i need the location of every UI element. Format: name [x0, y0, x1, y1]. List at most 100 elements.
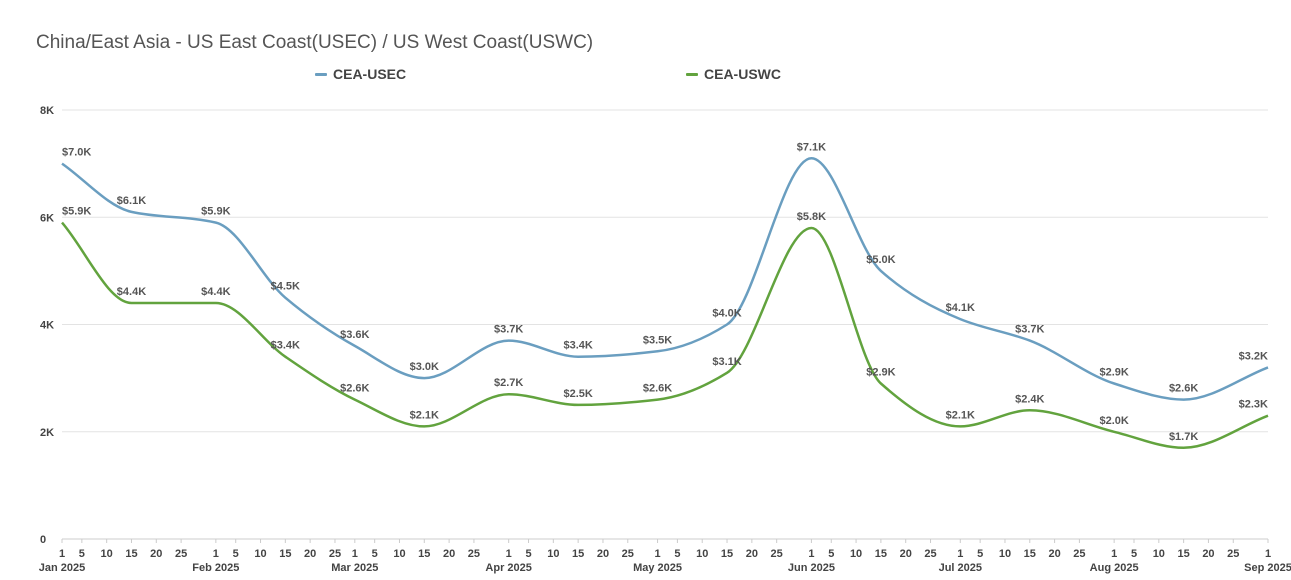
- x-day-tick-label: 5: [1131, 548, 1137, 560]
- legend: CEA-USEC CEA-USWC: [0, 66, 1291, 86]
- data-label-cea-uswc: $2.1K: [946, 409, 975, 421]
- x-day-tick-label: 5: [79, 548, 85, 560]
- x-day-tick-label: 20: [746, 548, 758, 560]
- data-label-cea-uswc: $2.1K: [410, 409, 439, 421]
- y-tick-label: 4K: [40, 320, 54, 332]
- y-tick-label: 0: [40, 534, 46, 546]
- x-day-tick-label: 1: [1265, 548, 1271, 560]
- x-day-tick-label: 10: [547, 548, 559, 560]
- data-label-cea-uswc: $3.1K: [712, 356, 741, 368]
- x-day-tick-label: 10: [254, 548, 266, 560]
- data-label-cea-uswc: $4.4K: [201, 286, 230, 298]
- x-day-tick-label: 5: [674, 548, 680, 560]
- x-day-tick-label: 15: [1024, 548, 1036, 560]
- data-label-cea-usec: $3.7K: [494, 324, 523, 336]
- series-line-cea-usec: [61, 157, 1269, 401]
- x-day-tick-label: 25: [1227, 548, 1239, 560]
- legend-label-cea-usec: CEA-USEC: [333, 66, 407, 82]
- x-day-tick-label: 10: [850, 548, 862, 560]
- x-month-label: May 2025: [633, 562, 682, 574]
- x-day-tick-label: 15: [125, 548, 137, 560]
- x-day-tick-label: 10: [999, 548, 1011, 560]
- x-month-label: Jan 2025: [39, 562, 85, 574]
- data-label-cea-uswc: $2.7K: [494, 377, 523, 389]
- data-label-cea-uswc: $2.6K: [340, 383, 369, 395]
- x-day-tick-label: 5: [828, 548, 834, 560]
- data-label-cea-usec: $3.2K: [1239, 350, 1268, 362]
- data-label-cea-usec: $7.0K: [62, 147, 91, 159]
- x-day-tick-label: 25: [175, 548, 187, 560]
- data-label-cea-usec: $4.0K: [712, 308, 741, 320]
- legend-item-cea-usec[interactable]: CEA-USEC: [315, 66, 406, 82]
- legend-swatch-cea-usec: [315, 72, 327, 76]
- y-tick-label: 2K: [40, 427, 54, 439]
- x-day-tick-label: 1: [213, 548, 219, 560]
- data-label-cea-usec: $2.6K: [1169, 383, 1198, 395]
- x-day-tick-label: 1: [59, 548, 65, 560]
- x-day-tick-label: 25: [771, 548, 783, 560]
- x-day-tick-label: 5: [525, 548, 531, 560]
- x-day-tick-label: 15: [572, 548, 584, 560]
- x-month-label: Mar 2025: [331, 562, 378, 574]
- x-day-tick-label: 25: [622, 548, 634, 560]
- series-line-cea-uswc: [61, 221, 1269, 450]
- x-month-label: Jul 2025: [939, 562, 982, 574]
- x-day-tick-label: 10: [1153, 548, 1165, 560]
- data-label-cea-usec: $4.1K: [946, 302, 975, 314]
- data-label-cea-uswc: $5.9K: [62, 206, 91, 218]
- x-day-tick-label: 20: [900, 548, 912, 560]
- x-day-tick-label: 20: [1202, 548, 1214, 560]
- x-day-tick-label: 1: [957, 548, 963, 560]
- x-day-tick-label: 15: [1178, 548, 1190, 560]
- data-label-cea-usec: $5.9K: [201, 206, 230, 218]
- x-day-tick-label: 20: [1048, 548, 1060, 560]
- x-month-label: Feb 2025: [192, 562, 239, 574]
- x-day-tick-label: 20: [597, 548, 609, 560]
- data-label-cea-uswc: $2.5K: [563, 388, 592, 400]
- data-label-cea-usec: $7.1K: [797, 141, 826, 153]
- x-day-tick-label: 25: [924, 548, 936, 560]
- x-day-tick-label: 20: [304, 548, 316, 560]
- x-day-tick-label: 10: [101, 548, 113, 560]
- data-label-cea-uswc: $2.0K: [1099, 415, 1128, 427]
- x-month-label: Apr 2025: [485, 562, 531, 574]
- data-label-cea-usec: $6.1K: [117, 195, 146, 207]
- data-label-cea-uswc: $2.4K: [1015, 393, 1044, 405]
- legend-item-cea-uswc[interactable]: CEA-USWC: [686, 66, 781, 82]
- data-label-cea-usec: $3.5K: [643, 334, 672, 346]
- x-day-tick-label: 25: [468, 548, 480, 560]
- data-label-cea-usec: $3.6K: [340, 329, 369, 341]
- x-day-tick-label: 5: [372, 548, 378, 560]
- data-label-cea-usec: $4.5K: [271, 281, 300, 293]
- data-label-cea-usec: $5.0K: [866, 254, 895, 266]
- data-label-cea-uswc: $3.4K: [271, 340, 300, 352]
- x-day-tick-label: 1: [654, 548, 660, 560]
- data-label-cea-uswc: $1.7K: [1169, 431, 1198, 443]
- data-label-cea-usec: $3.7K: [1015, 324, 1044, 336]
- x-day-tick-label: 1: [1111, 548, 1117, 560]
- x-day-tick-label: 25: [329, 548, 341, 560]
- x-day-tick-label: 15: [279, 548, 291, 560]
- data-label-cea-uswc: $2.6K: [643, 383, 672, 395]
- x-month-label: Sep 2025: [1244, 562, 1291, 574]
- data-label-cea-uswc: $2.3K: [1239, 399, 1268, 411]
- x-day-tick-label: 1: [808, 548, 814, 560]
- x-day-tick-label: 15: [721, 548, 733, 560]
- x-day-tick-label: 10: [696, 548, 708, 560]
- x-day-tick-label: 5: [977, 548, 983, 560]
- x-day-tick-label: 5: [233, 548, 239, 560]
- data-label-cea-usec: $3.4K: [563, 340, 592, 352]
- data-label-cea-usec: $2.9K: [1099, 366, 1128, 378]
- x-day-tick-label: 10: [393, 548, 405, 560]
- x-day-tick-label: 20: [150, 548, 162, 560]
- x-day-tick-label: 1: [506, 548, 512, 560]
- legend-swatch-cea-uswc: [686, 72, 698, 76]
- data-label-cea-uswc: $4.4K: [117, 286, 146, 298]
- data-label-cea-usec: $3.0K: [410, 361, 439, 373]
- x-day-tick-label: 20: [443, 548, 455, 560]
- x-day-tick-label: 15: [875, 548, 887, 560]
- data-label-cea-uswc: $2.9K: [866, 366, 895, 378]
- x-month-label: Jun 2025: [788, 562, 835, 574]
- x-day-tick-label: 1: [352, 548, 358, 560]
